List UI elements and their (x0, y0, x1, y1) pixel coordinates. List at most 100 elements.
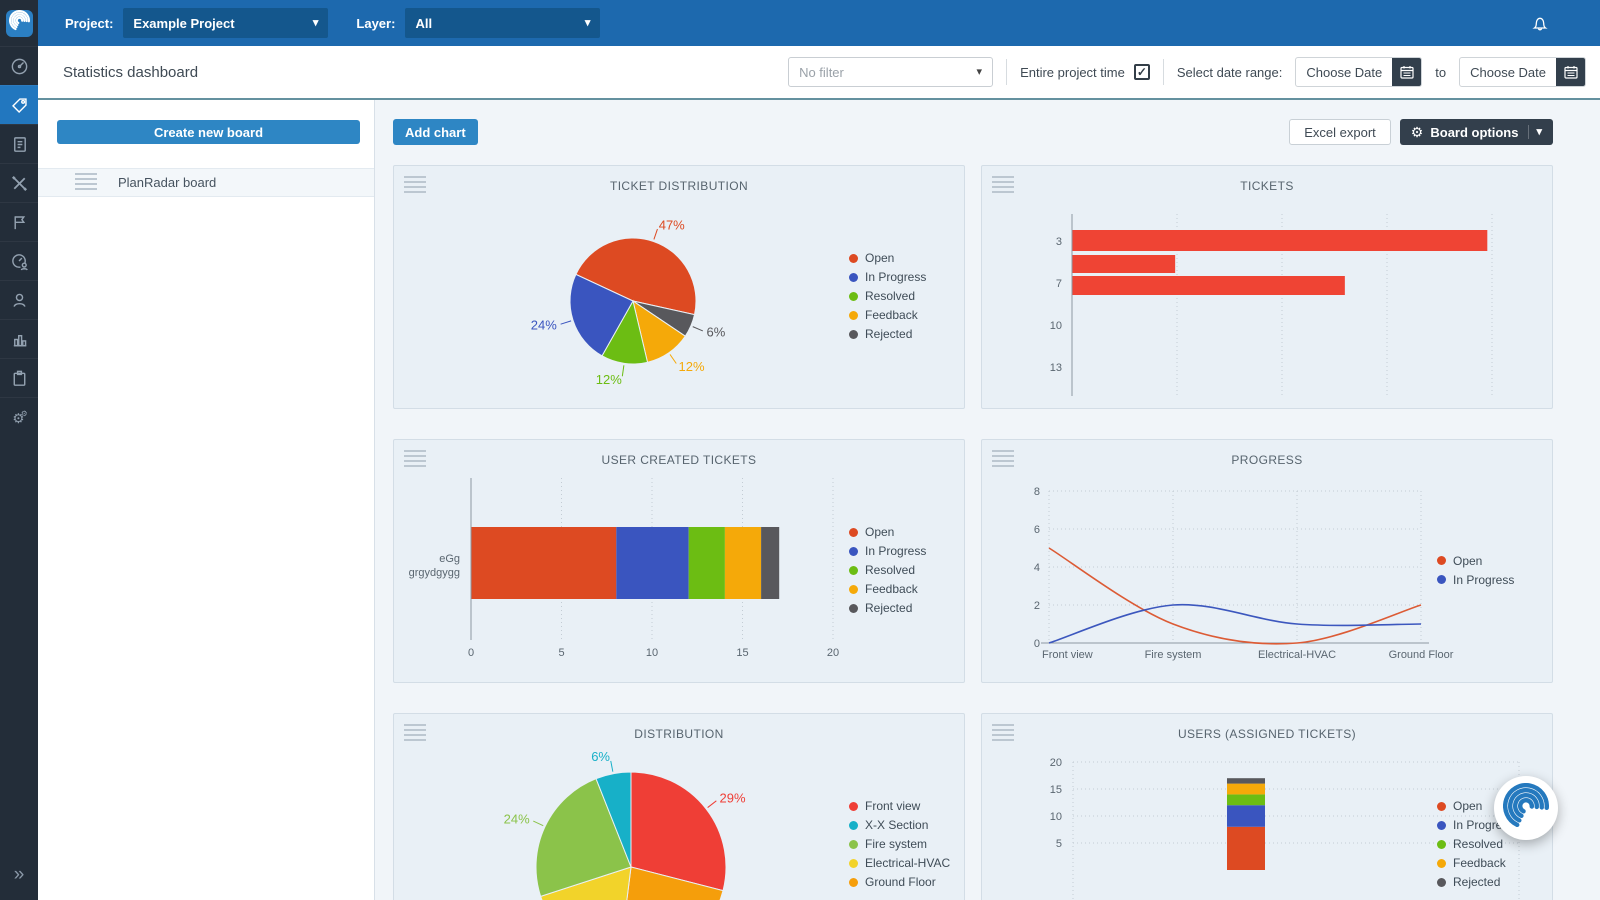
legend-label: Open (865, 251, 895, 265)
legend-item[interactable]: Feedback (849, 308, 964, 322)
legend-dot-icon (849, 253, 858, 263)
legend-label: Feedback (865, 582, 918, 596)
sidebar-item-forms[interactable] (0, 358, 38, 397)
legend-item[interactable]: Resolved (849, 563, 964, 577)
legend-dot-icon (849, 839, 858, 849)
legend-dot-icon (1437, 820, 1446, 830)
project-select-value: Example Project (133, 15, 235, 31)
chart-card-distribution: DISTRIBUTION 29% 24% 6% Front view X-X Sectio… (393, 713, 965, 900)
legend-item[interactable]: Fire system (849, 837, 964, 851)
chart-drag-handle[interactable] (992, 724, 1014, 744)
legend-label: Electrical-HVAC (865, 856, 951, 870)
layer-select[interactable]: All ▾ (405, 8, 601, 38)
sidebar-item-stats-gauge[interactable] (0, 241, 38, 280)
sidebar-item-dashboard[interactable] (0, 46, 38, 85)
flag-icon (14, 215, 25, 229)
legend-item[interactable]: Resolved (1437, 837, 1552, 851)
legend-item[interactable]: X-X Section (849, 818, 964, 832)
legend-dot-icon (849, 820, 858, 830)
svg-text:6%: 6% (707, 325, 726, 340)
legend-dot-icon (1437, 556, 1446, 565)
layer-label: Layer: (356, 15, 396, 31)
tag-icon (11, 97, 27, 113)
legend-item[interactable]: Electrical-HVAC (849, 856, 964, 870)
legend-item[interactable]: Feedback (849, 582, 964, 596)
notifications-bell-icon[interactable] (1530, 13, 1550, 33)
progress-chart: 0 2 4 6 8 Front view Fire system Electrical-HVA… (1034, 486, 1454, 661)
legend-item[interactable]: Open (849, 251, 964, 265)
legend-item[interactable]: In Progress (849, 544, 964, 558)
legend-item[interactable]: Rejected (849, 601, 964, 615)
legend-item[interactable]: Open (849, 525, 964, 539)
divider (1528, 125, 1530, 139)
svg-text:5: 5 (558, 647, 564, 659)
calendar-icon (1392, 58, 1422, 86)
filter-select[interactable]: No filter ▾ (788, 57, 994, 87)
add-chart-button[interactable]: Add chart (393, 119, 478, 145)
date-from-value: Choose Date (1306, 64, 1383, 80)
legend-dot-icon (849, 527, 858, 537)
legend-item[interactable]: Feedback (1437, 856, 1552, 870)
sidebar-item-settings[interactable]: ⚙ ⚙ (0, 397, 38, 436)
date-from-button[interactable]: Choose Date (1295, 57, 1423, 87)
sidebar-item-tickets[interactable] (0, 85, 38, 124)
sidebar-item-tools[interactable] (0, 163, 38, 202)
sidebar-item-statistics[interactable] (0, 319, 38, 358)
legend-item[interactable]: Rejected (1437, 875, 1552, 889)
sidebar-item-flags[interactable] (0, 202, 38, 241)
tools-icon (11, 175, 27, 191)
svg-text:Front view: Front view (1042, 649, 1093, 661)
board-name: PlanRadar board (118, 175, 217, 190)
sidebar-item-contacts[interactable] (0, 280, 38, 319)
legend-label: Feedback (1453, 856, 1506, 870)
legend-label: Open (1453, 553, 1483, 568)
legend-label: Front view (865, 799, 921, 813)
legend-item[interactable]: In Progress (849, 270, 964, 284)
legend-dot-icon (849, 584, 858, 594)
svg-text:24%: 24% (504, 811, 530, 826)
chart-title: USER CREATED TICKETS (601, 453, 757, 467)
collapse-sidebar-icon[interactable]: » (13, 864, 25, 885)
legend-dot-icon (1437, 575, 1446, 584)
project-label: Project: (65, 15, 114, 31)
board-list-item[interactable]: PlanRadar board (38, 168, 374, 197)
legend-item[interactable]: Resolved (849, 289, 964, 303)
legend-item[interactable]: Front view (849, 799, 964, 813)
board-drag-handle[interactable] (75, 172, 97, 193)
chart-title: DISTRIBUTION (634, 727, 724, 741)
boards-panel: Create new board PlanRadar board (38, 100, 375, 900)
app-logo[interactable] (0, 0, 38, 46)
planradar-swirl-icon (1503, 782, 1549, 834)
entire-project-time-checkbox[interactable]: ✓ (1133, 64, 1150, 80)
document-icon (13, 136, 26, 152)
chart-drag-handle[interactable] (992, 450, 1014, 470)
legend-item[interactable]: In Progress (1437, 573, 1552, 587)
legend-item[interactable]: Rejected (849, 327, 964, 341)
chart-drag-handle[interactable] (404, 176, 426, 196)
chart-card-tickets: TICKETS 3 7 10 13 (981, 165, 1553, 409)
legend-label: In Progress (865, 544, 927, 558)
legend-item[interactable]: Open (1437, 799, 1552, 813)
planradar-widget-button[interactable] (1494, 776, 1558, 840)
chart-legend: Open In Progress Resolved Feedback Rejected (849, 196, 964, 396)
gear-icon: ⚙ (1410, 123, 1424, 140)
svg-text:⚙: ⚙ (12, 411, 24, 426)
page-header: Statistics dashboard No filter ▾ Entire … (38, 46, 1600, 100)
chart-drag-handle[interactable] (404, 450, 426, 470)
excel-export-button[interactable]: Excel export (1289, 119, 1391, 145)
date-to-button[interactable]: Choose Date (1459, 57, 1586, 87)
chart-drag-handle[interactable] (404, 724, 426, 744)
legend-dot-icon (1437, 877, 1446, 887)
legend-dot-icon (849, 603, 858, 613)
legend-item[interactable]: Open (1437, 554, 1552, 568)
project-select[interactable]: Example Project ▾ (123, 8, 329, 38)
sidebar-item-plans[interactable] (0, 124, 38, 163)
create-new-board-button[interactable]: Create new board (57, 120, 360, 144)
chart-title: USERS (ASSIGNED TICKETS) (1177, 727, 1357, 741)
legend-item[interactable]: Ground Floor (849, 875, 964, 889)
gauge-user-icon (11, 253, 28, 270)
board-options-button[interactable]: ⚙ Board options ▾ (1399, 119, 1553, 145)
chart-drag-handle[interactable] (992, 176, 1014, 196)
svg-text:24%: 24% (531, 317, 557, 332)
dashboard-main: Add chart Excel export ⚙ Board options ▾… (375, 100, 1600, 900)
